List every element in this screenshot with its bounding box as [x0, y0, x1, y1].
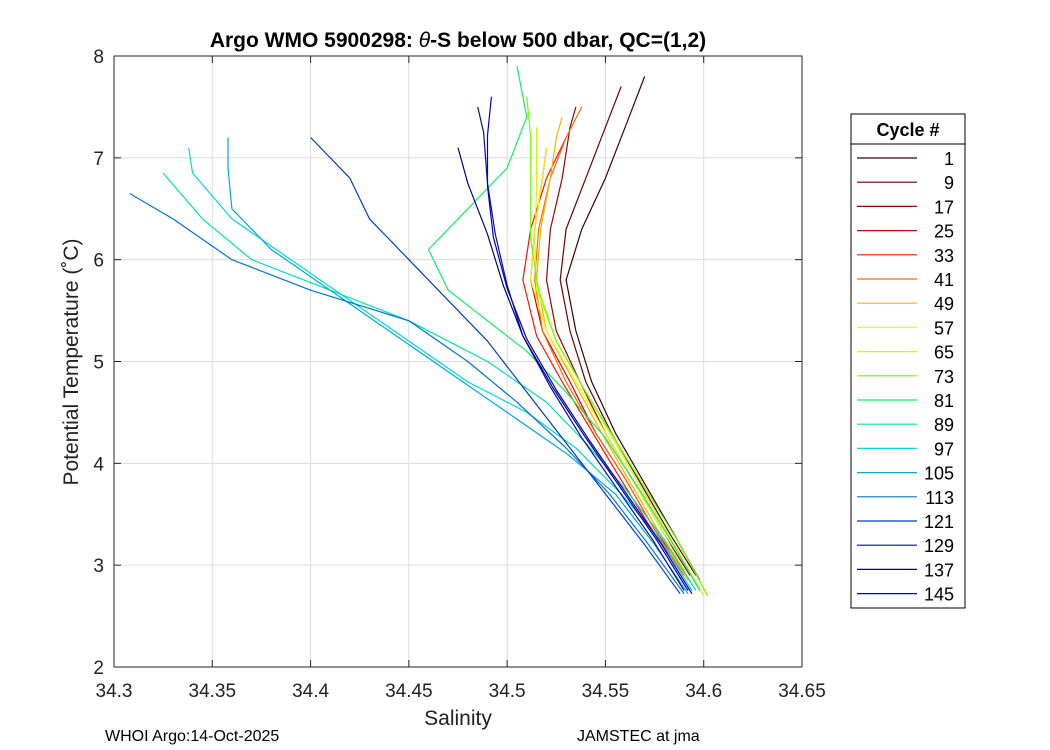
- legend-box: [850, 113, 966, 609]
- legend-label: 65: [934, 343, 954, 363]
- legend-label: 33: [934, 246, 954, 266]
- x-tick-label: 34.55: [582, 681, 630, 702]
- legend-label: 9: [944, 173, 954, 193]
- legend-label: 89: [934, 415, 954, 435]
- y-tick-label: 7: [93, 149, 104, 170]
- x-tick-label: 34.3: [96, 681, 133, 702]
- y-tick-label: 4: [93, 454, 104, 475]
- legend-label: 129: [924, 536, 954, 556]
- x-tick-label: 34.5: [489, 681, 526, 702]
- y-tick-label: 6: [93, 251, 104, 272]
- profile-curves: [129, 66, 709, 597]
- legend-label: 73: [934, 367, 954, 387]
- legend: Cycle # 1 9 17 25 33 41 49 57 65 73 81 89 97 105 113 12…: [850, 113, 966, 609]
- x-axis-label: Salinity: [424, 707, 492, 730]
- y-tick-label: 8: [93, 47, 104, 68]
- legend-label: 145: [924, 585, 954, 605]
- title-theta: θ: [419, 29, 431, 52]
- series-line-14: [129, 192, 685, 595]
- x-tick-label: 34.4: [292, 681, 329, 702]
- legend-label: 1: [944, 149, 954, 169]
- legend-items: 1 9 17 25 33 41 49 57 65 73 81 89 97 105 113 121 129 137 1…: [857, 149, 954, 605]
- title-prefix: Argo WMO 5900298:: [210, 29, 419, 52]
- title-suffix: -S below 500 dbar, QC=(1,2): [430, 29, 706, 52]
- legend-label: 49: [934, 294, 954, 314]
- x-tick-label: 34.6: [685, 681, 722, 702]
- y-tick-label: 5: [93, 353, 104, 374]
- plot-area: 34.3 34.35 34.4 34.45 34.5 34.55 34.6 34.65 2 3 4 5…: [93, 47, 825, 702]
- footer-right: JAMSTEC at jma: [577, 728, 700, 745]
- series-line-5: [534, 106, 685, 576]
- series-line-9: [526, 96, 709, 596]
- legend-label: 97: [934, 439, 954, 459]
- y-axis-label: Potential Temperature (˚C): [60, 238, 83, 485]
- y-tick-label: 2: [93, 658, 104, 679]
- series-line-7: [530, 147, 693, 586]
- legend-label: 113: [925, 488, 954, 508]
- series-line-11: [162, 172, 697, 591]
- legend-label: 25: [934, 222, 954, 242]
- x-tick-label: 34.35: [189, 681, 237, 702]
- legend-label: 105: [924, 464, 954, 484]
- series-line-0: [565, 76, 701, 581]
- y-tick-label: 3: [93, 556, 104, 577]
- series-line-15: [310, 137, 681, 595]
- legend-label: 121: [924, 512, 954, 532]
- x-tick-label: 34.65: [778, 681, 826, 702]
- chart-title: Argo WMO 5900298: θ-S below 500 dbar, QC…: [210, 29, 706, 52]
- x-tick-label: 34.45: [385, 681, 433, 702]
- legend-label: 137: [924, 560, 954, 580]
- series-line-13: [227, 137, 689, 595]
- series-line-10: [427, 66, 701, 591]
- axis-ticks: 34.3 34.35 34.4 34.45 34.5 34.55 34.6 34.65 2 3 4 5…: [93, 47, 825, 702]
- legend-label: 41: [934, 270, 954, 290]
- series-line-18: [486, 96, 693, 595]
- series-line-17: [457, 147, 689, 591]
- series-line-1: [559, 86, 697, 576]
- legend-title: Cycle #: [876, 120, 939, 140]
- footer-left: WHOI Argo:14-Oct-2025: [105, 728, 279, 745]
- legend-label: 57: [934, 318, 954, 338]
- legend-label: 81: [934, 391, 954, 411]
- series-line-12: [188, 147, 693, 591]
- legend-label: 17: [934, 197, 954, 217]
